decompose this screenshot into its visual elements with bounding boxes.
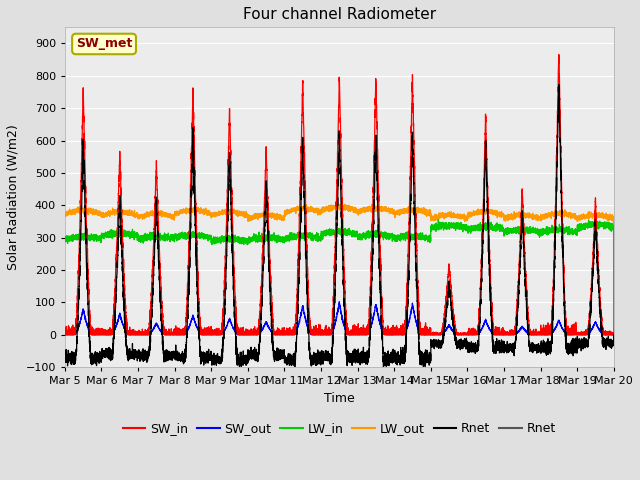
X-axis label: Time: Time: [324, 392, 355, 405]
Y-axis label: Solar Radiation (W/m2): Solar Radiation (W/m2): [7, 124, 20, 270]
Text: SW_met: SW_met: [76, 37, 132, 50]
Title: Four channel Radiometer: Four channel Radiometer: [243, 7, 436, 22]
Legend: SW_in, SW_out, LW_in, LW_out, Rnet, Rnet: SW_in, SW_out, LW_in, LW_out, Rnet, Rnet: [118, 418, 561, 440]
